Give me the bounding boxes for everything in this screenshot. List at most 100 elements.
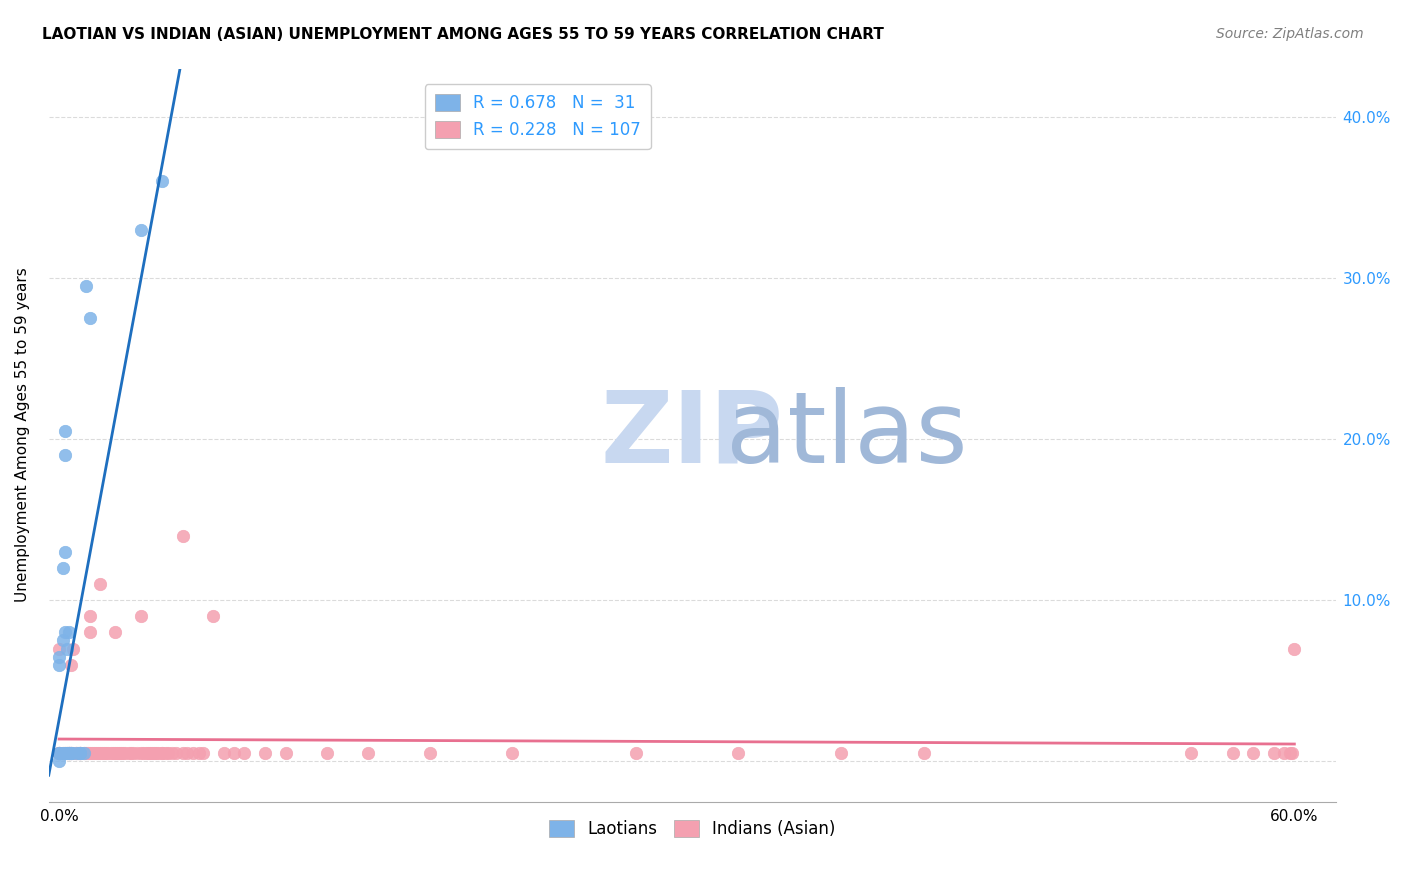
Point bbox=[150, 746, 173, 760]
Point bbox=[76, 746, 98, 760]
Point bbox=[79, 609, 101, 624]
Point bbox=[101, 746, 124, 760]
Point bbox=[727, 746, 749, 760]
Point bbox=[122, 746, 145, 760]
Point bbox=[58, 746, 80, 760]
Point bbox=[56, 641, 79, 656]
Point bbox=[60, 746, 83, 760]
Point bbox=[155, 746, 177, 760]
Point bbox=[1272, 746, 1295, 760]
Point bbox=[87, 746, 110, 760]
Point bbox=[48, 746, 70, 760]
Point bbox=[501, 746, 523, 760]
Point bbox=[172, 529, 194, 543]
Point bbox=[56, 746, 79, 760]
Point bbox=[53, 625, 76, 640]
Point bbox=[69, 746, 91, 760]
Point bbox=[191, 746, 214, 760]
Point bbox=[136, 746, 159, 760]
Point bbox=[172, 746, 194, 760]
Point bbox=[419, 746, 441, 760]
Point bbox=[212, 746, 235, 760]
Point bbox=[69, 746, 91, 760]
Point bbox=[138, 746, 160, 760]
Point bbox=[56, 746, 79, 760]
Point bbox=[73, 746, 96, 760]
Point bbox=[60, 657, 83, 672]
Point bbox=[75, 746, 97, 760]
Point bbox=[48, 641, 70, 656]
Point bbox=[58, 746, 80, 760]
Point bbox=[52, 746, 75, 760]
Point bbox=[65, 746, 87, 760]
Point bbox=[69, 746, 91, 760]
Point bbox=[76, 746, 98, 760]
Point bbox=[131, 746, 153, 760]
Point bbox=[53, 448, 76, 462]
Legend: Laotians, Indians (Asian): Laotians, Indians (Asian) bbox=[543, 813, 842, 845]
Point bbox=[58, 625, 80, 640]
Point bbox=[56, 746, 79, 760]
Point bbox=[48, 649, 70, 664]
Point bbox=[83, 746, 105, 760]
Point bbox=[60, 746, 83, 760]
Point bbox=[162, 746, 184, 760]
Point bbox=[48, 746, 70, 760]
Point bbox=[53, 746, 76, 760]
Point bbox=[96, 746, 118, 760]
Point bbox=[58, 746, 80, 760]
Point bbox=[357, 746, 380, 760]
Point bbox=[60, 746, 83, 760]
Point bbox=[62, 746, 84, 760]
Point bbox=[91, 746, 114, 760]
Text: LAOTIAN VS INDIAN (ASIAN) UNEMPLOYMENT AMONG AGES 55 TO 59 YEARS CORRELATION CHA: LAOTIAN VS INDIAN (ASIAN) UNEMPLOYMENT A… bbox=[42, 27, 884, 42]
Point bbox=[222, 746, 245, 760]
Point bbox=[110, 746, 132, 760]
Point bbox=[107, 746, 129, 760]
Point bbox=[53, 545, 76, 559]
Point bbox=[131, 609, 153, 624]
Point bbox=[69, 746, 91, 760]
Text: ZIP: ZIP bbox=[600, 386, 783, 483]
Point bbox=[58, 746, 80, 760]
Point bbox=[624, 746, 647, 760]
Text: atlas: atlas bbox=[725, 386, 967, 483]
Point bbox=[56, 746, 79, 760]
Point bbox=[48, 746, 70, 760]
Point bbox=[274, 746, 297, 760]
Point bbox=[60, 746, 83, 760]
Point bbox=[65, 746, 87, 760]
Point bbox=[79, 746, 101, 760]
Point bbox=[233, 746, 256, 760]
Point bbox=[52, 633, 75, 648]
Point bbox=[202, 609, 225, 624]
Point bbox=[73, 746, 96, 760]
Point bbox=[58, 746, 80, 760]
Point bbox=[66, 746, 89, 760]
Point bbox=[66, 746, 89, 760]
Point bbox=[53, 746, 76, 760]
Point bbox=[127, 746, 149, 760]
Point bbox=[188, 746, 211, 760]
Point bbox=[58, 746, 80, 760]
Text: Source: ZipAtlas.com: Source: ZipAtlas.com bbox=[1216, 27, 1364, 41]
Point bbox=[145, 746, 167, 760]
Point bbox=[131, 222, 153, 236]
Y-axis label: Unemployment Among Ages 55 to 59 years: Unemployment Among Ages 55 to 59 years bbox=[15, 268, 30, 602]
Point bbox=[53, 746, 76, 760]
Point bbox=[75, 746, 97, 760]
Point bbox=[48, 746, 70, 760]
Point bbox=[120, 746, 142, 760]
Point bbox=[134, 746, 156, 760]
Point bbox=[48, 746, 70, 760]
Point bbox=[69, 746, 91, 760]
Point bbox=[89, 746, 111, 760]
Point bbox=[114, 746, 136, 760]
Point bbox=[165, 746, 187, 760]
Point bbox=[150, 174, 173, 188]
Point bbox=[65, 746, 87, 760]
Point bbox=[65, 746, 87, 760]
Point bbox=[1284, 641, 1306, 656]
Point bbox=[79, 625, 101, 640]
Point bbox=[111, 746, 134, 760]
